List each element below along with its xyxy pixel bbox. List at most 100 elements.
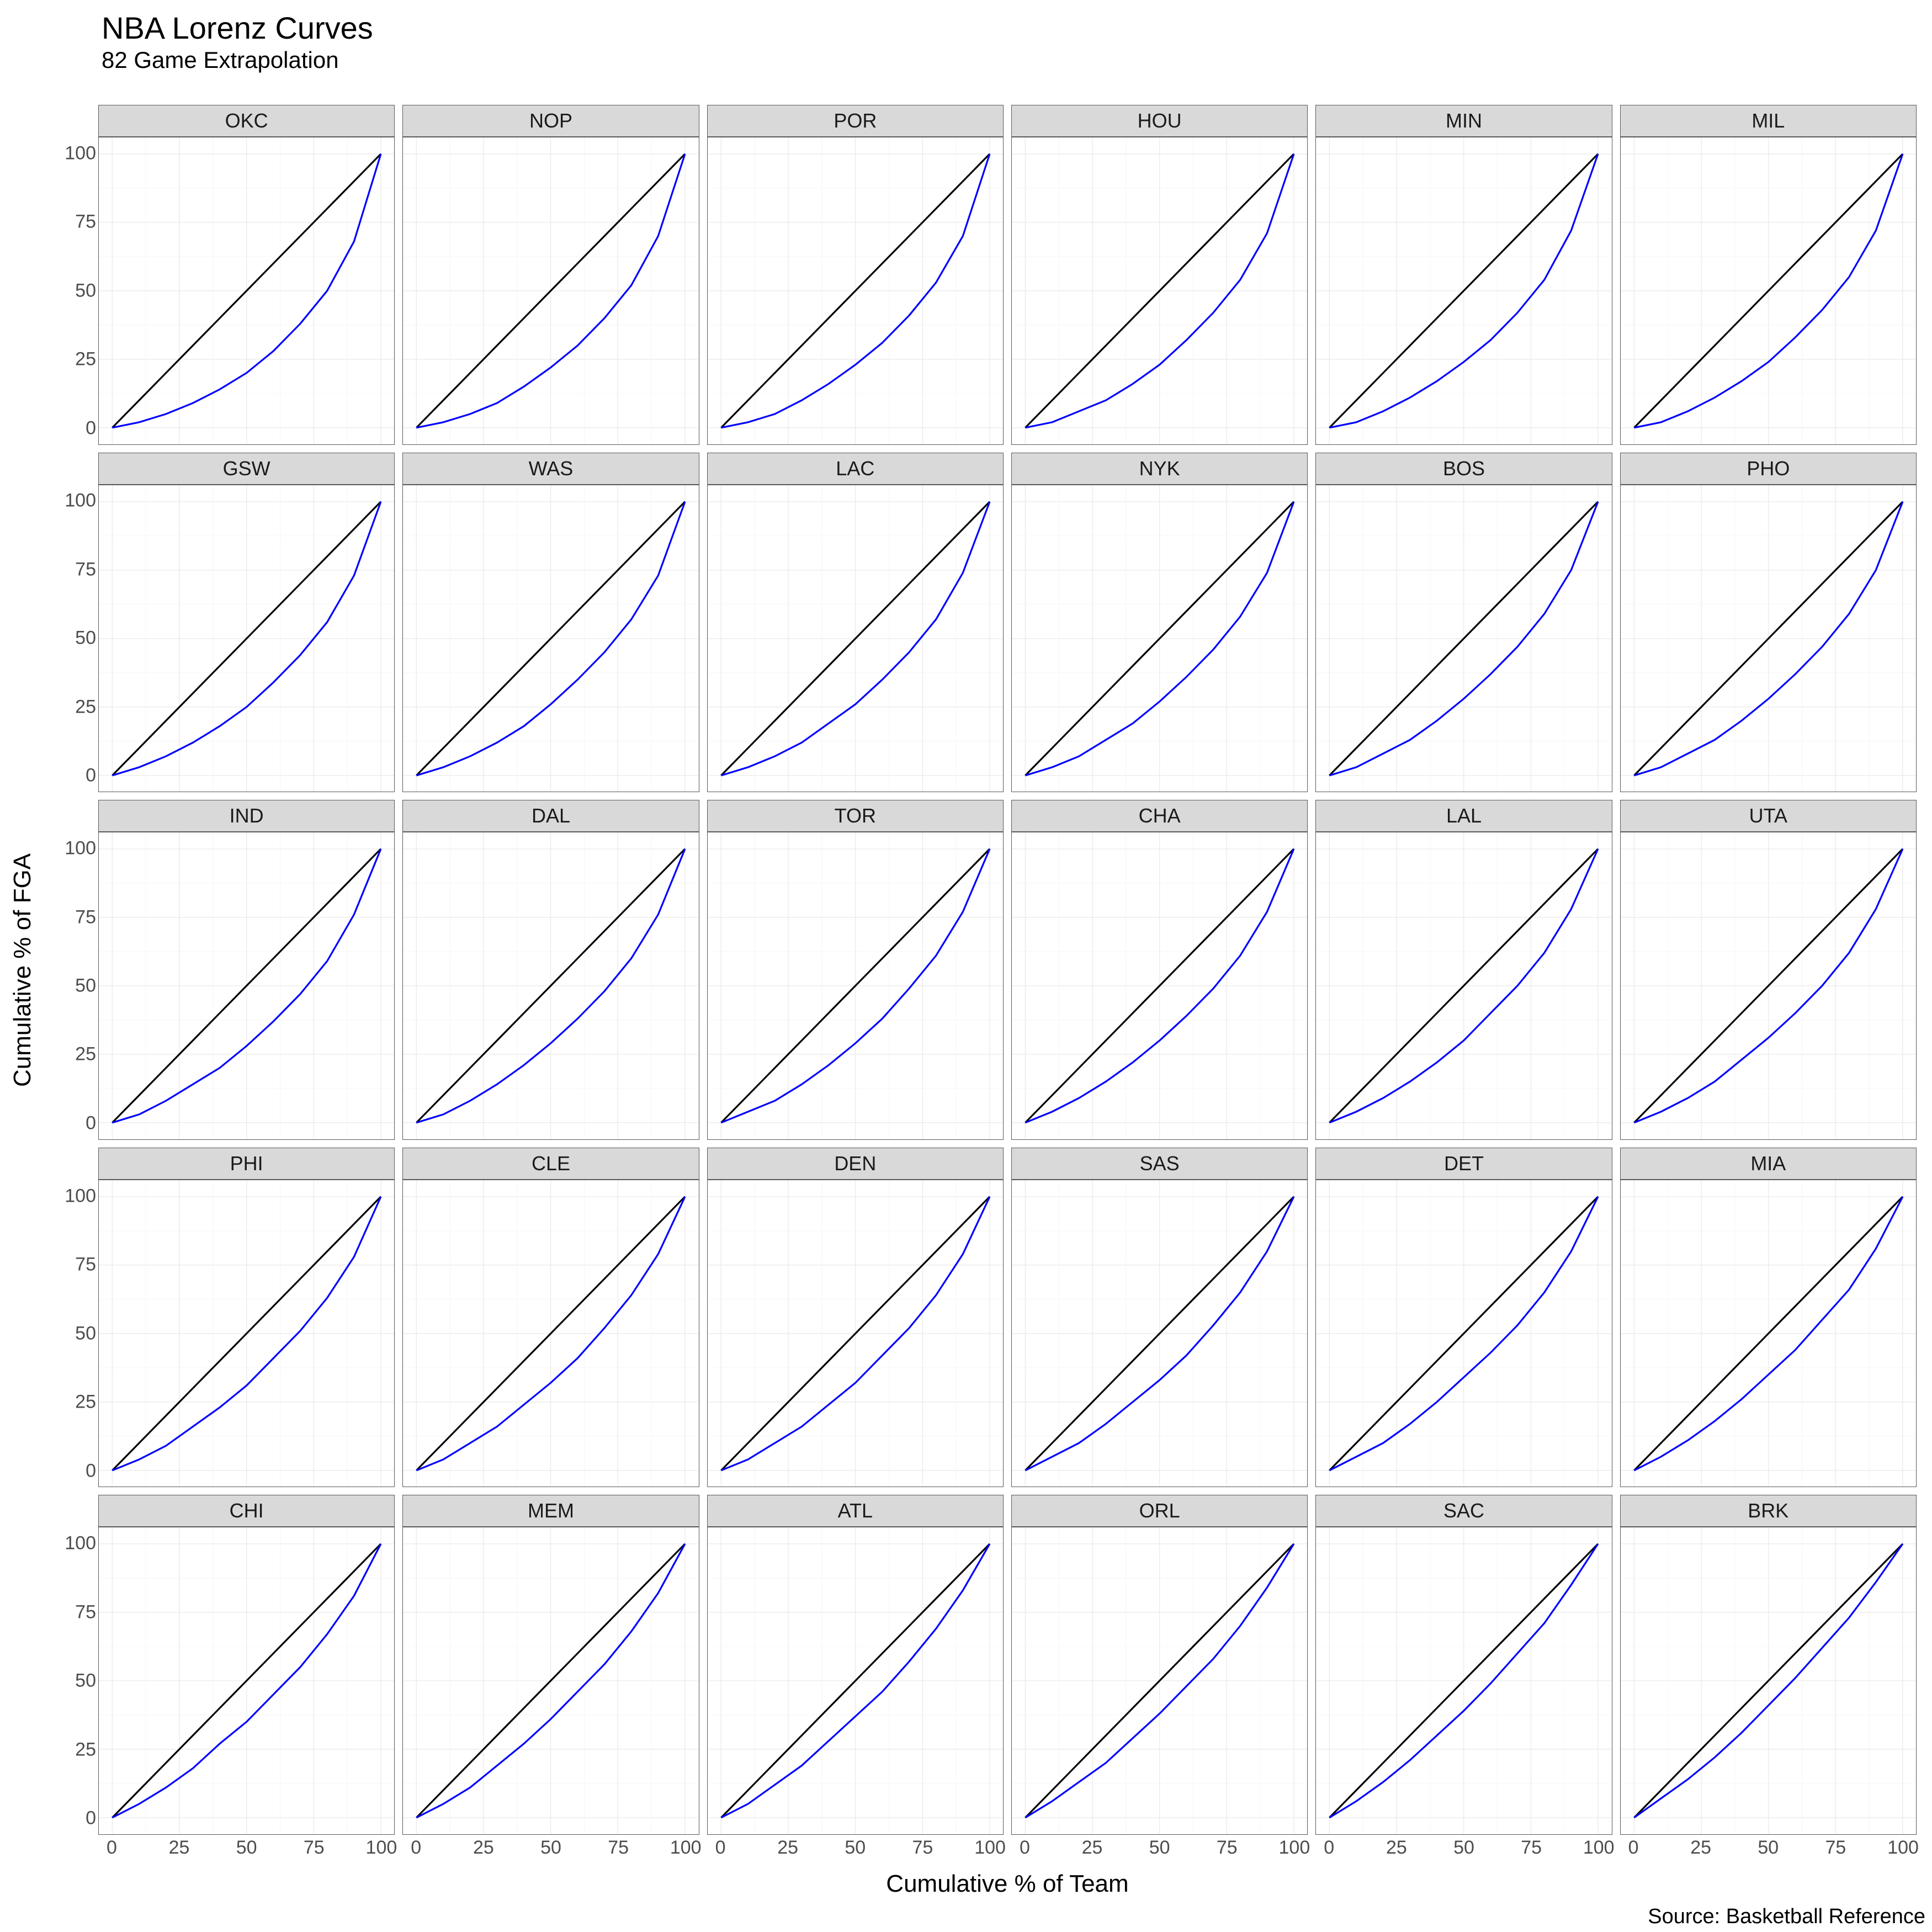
panel-atl: ATL	[707, 1495, 1004, 1835]
strip-label: IND	[98, 800, 395, 832]
y-tick-label: 50	[75, 280, 96, 301]
x-tick-label: 0	[1324, 1837, 1334, 1859]
x-tick-label: 50	[540, 1837, 561, 1859]
strip-label: LAC	[707, 453, 1004, 485]
x-tick-label: 0	[411, 1837, 421, 1859]
strip-label: DET	[1315, 1148, 1612, 1180]
titles-block: NBA Lorenz Curves 82 Game Extrapolation	[0, 0, 1932, 105]
plot-area	[707, 832, 1004, 1140]
plot-area	[707, 1527, 1004, 1835]
strip-label: UTA	[1620, 800, 1917, 832]
plot-area	[1620, 1527, 1917, 1835]
panel-gsw: GSW	[98, 453, 395, 793]
y-tick-label: 25	[75, 1392, 96, 1413]
plot-area	[1620, 832, 1917, 1140]
plot-area	[98, 1180, 395, 1488]
y-tick-label: 50	[75, 628, 96, 649]
panel-cle: CLE	[402, 1148, 699, 1488]
x-tick-label: 50	[845, 1837, 866, 1859]
y-tick-label: 100	[65, 142, 96, 164]
xtick-cell: 0255075100	[1315, 1835, 1612, 1867]
xtick-cell: 0255075100	[1620, 1835, 1917, 1867]
panel-sas: SAS	[1011, 1148, 1308, 1488]
plot-area	[1011, 832, 1308, 1140]
y-tick-label: 25	[75, 1739, 96, 1760]
panel-mil: MIL	[1620, 105, 1917, 445]
y-tick-column: 0255075100025507510002550751000255075100…	[45, 105, 98, 1835]
x-tick-label: 0	[1020, 1837, 1030, 1859]
plot-area	[402, 485, 699, 793]
strip-label: MEM	[402, 1495, 699, 1527]
strip-label: CHA	[1011, 800, 1308, 832]
x-tick-label: 75	[1217, 1837, 1238, 1859]
panel-orl: ORL	[1011, 1495, 1308, 1835]
strip-label: LAL	[1315, 800, 1612, 832]
panel-mem: MEM	[402, 1495, 699, 1835]
plot-area	[402, 832, 699, 1140]
xtick-cell: 0255075100	[1011, 1835, 1308, 1867]
x-tick-label: 50	[1453, 1837, 1474, 1859]
plot-area	[98, 1527, 395, 1835]
strip-label: GSW	[98, 453, 395, 485]
panel-brk: BRK	[1620, 1495, 1917, 1835]
strip-label: NYK	[1011, 453, 1308, 485]
x-axis-label: Cumulative % of Team	[98, 1867, 1917, 1901]
x-tick-label: 100	[670, 1837, 702, 1859]
ytick-cell: 0255075100	[45, 105, 98, 445]
x-tick-label: 25	[169, 1837, 190, 1859]
y-tick-label: 25	[75, 1044, 96, 1065]
y-tick-label: 0	[86, 417, 96, 439]
panel-por: POR	[707, 105, 1004, 445]
panel-pho: PHO	[1620, 453, 1917, 793]
y-tick-label: 50	[75, 1670, 96, 1692]
panel-tor: TOR	[707, 800, 1004, 1140]
plot-area	[707, 137, 1004, 445]
plot-area	[1620, 1180, 1917, 1488]
plot-area	[707, 485, 1004, 793]
plot-area	[1620, 137, 1917, 445]
plot-area	[1011, 137, 1308, 445]
panel-okc: OKC	[98, 105, 395, 445]
panel-det: DET	[1315, 1148, 1612, 1488]
x-tick-label: 75	[608, 1837, 629, 1859]
strip-label: HOU	[1011, 105, 1308, 137]
facet-grid: OKCNOPPORHOUMINMILGSWWASLACNYKBOSPHOINDD…	[98, 105, 1917, 1835]
plot-area	[1011, 485, 1308, 793]
plot-area	[1315, 137, 1612, 445]
panel-nyk: NYK	[1011, 453, 1308, 793]
panel-dal: DAL	[402, 800, 699, 1140]
x-tick-label: 100	[1279, 1837, 1310, 1859]
strip-label: DEN	[707, 1148, 1004, 1180]
y-tick-label: 0	[86, 1460, 96, 1482]
plot-area	[98, 832, 395, 1140]
figure: NBA Lorenz Curves 82 Game Extrapolation …	[0, 0, 1932, 1932]
y-tick-label: 75	[75, 1601, 96, 1623]
strip-label: PHO	[1620, 453, 1917, 485]
ytick-cell: 0255075100	[45, 1148, 98, 1488]
plot-area	[1315, 832, 1612, 1140]
x-tick-label: 0	[107, 1837, 117, 1859]
x-tick-label: 100	[1887, 1837, 1919, 1859]
y-tick-label: 0	[86, 1808, 96, 1829]
y-tick-label: 0	[86, 765, 96, 787]
y-tick-label: 100	[65, 1533, 96, 1554]
strip-label: ORL	[1011, 1495, 1308, 1527]
strip-label: WAS	[402, 453, 699, 485]
x-tick-label: 25	[1386, 1837, 1407, 1859]
y-tick-label: 100	[65, 1185, 96, 1207]
strip-label: OKC	[98, 105, 395, 137]
y-tick-label: 50	[75, 975, 96, 997]
panel-uta: UTA	[1620, 800, 1917, 1140]
x-tick-label: 25	[1690, 1837, 1711, 1859]
y-tick-label: 100	[65, 490, 96, 512]
panel-lal: LAL	[1315, 800, 1612, 1140]
y-tick-label: 25	[75, 696, 96, 718]
panel-ind: IND	[98, 800, 395, 1140]
xtick-cell: 0255075100	[707, 1835, 1004, 1867]
panel-nop: NOP	[402, 105, 699, 445]
strip-label: MIA	[1620, 1148, 1917, 1180]
source-caption: Source: Basketball Reference	[0, 1901, 1932, 1932]
ytick-cell: 0255075100	[45, 453, 98, 793]
plot-area	[1315, 485, 1612, 793]
plot-area	[98, 137, 395, 445]
